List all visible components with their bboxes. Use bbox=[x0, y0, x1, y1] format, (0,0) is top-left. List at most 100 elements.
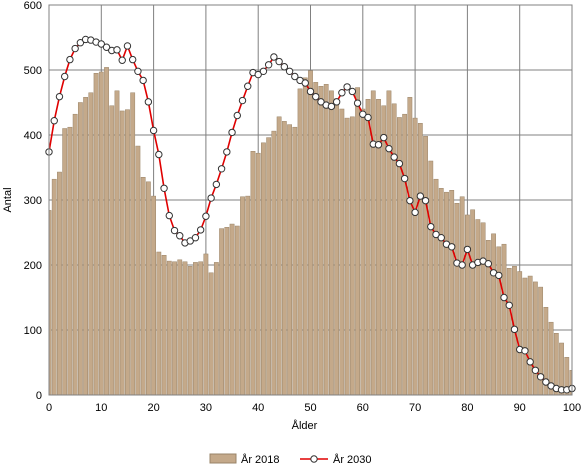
legend-label-2018: År 2018 bbox=[241, 453, 280, 466]
y-tick-label: 300 bbox=[24, 195, 42, 207]
line-point bbox=[134, 67, 142, 76]
bar bbox=[365, 99, 371, 396]
bar bbox=[114, 90, 120, 396]
bar bbox=[470, 209, 476, 396]
bar bbox=[339, 108, 345, 396]
line-point bbox=[390, 153, 398, 161]
legend-marker-2030 bbox=[310, 455, 318, 463]
line-point bbox=[280, 63, 289, 71]
bar bbox=[213, 262, 219, 396]
line-point bbox=[155, 150, 163, 159]
bar bbox=[281, 121, 287, 396]
bar bbox=[261, 142, 266, 396]
line-point bbox=[71, 44, 79, 53]
line-point bbox=[306, 87, 315, 96]
bar bbox=[402, 113, 408, 396]
bar bbox=[161, 255, 167, 396]
x-axis-ticks: 0 10 20 30 40 50 60 70 80 90 100 bbox=[46, 402, 581, 414]
bar bbox=[292, 126, 298, 396]
bar bbox=[532, 281, 538, 396]
line-point bbox=[521, 347, 529, 355]
line-point bbox=[427, 222, 435, 231]
line-point bbox=[60, 72, 69, 81]
bar bbox=[344, 117, 350, 396]
line-point bbox=[254, 70, 262, 79]
line-point bbox=[202, 212, 210, 220]
line-point bbox=[484, 260, 493, 268]
bar bbox=[198, 261, 204, 396]
y-tick-label: 100 bbox=[24, 325, 42, 337]
bar bbox=[334, 98, 340, 396]
y-tick-label: 600 bbox=[24, 0, 42, 12]
line-point bbox=[212, 180, 221, 189]
bar bbox=[98, 71, 104, 396]
line-point bbox=[66, 55, 74, 64]
bar bbox=[130, 92, 136, 396]
line-point bbox=[406, 196, 414, 205]
line-point bbox=[76, 39, 85, 47]
bar bbox=[297, 88, 303, 396]
line-point bbox=[102, 43, 111, 51]
x-tick-label: 70 bbox=[409, 402, 421, 414]
bar bbox=[433, 178, 439, 396]
line-point bbox=[400, 174, 409, 183]
line-point bbox=[149, 126, 158, 135]
line-point bbox=[495, 271, 503, 280]
line-point bbox=[191, 234, 200, 242]
bar bbox=[287, 124, 292, 396]
line-point bbox=[264, 61, 273, 69]
line-point bbox=[176, 232, 184, 240]
bar bbox=[151, 195, 156, 396]
bar bbox=[166, 260, 172, 396]
line-point bbox=[228, 128, 236, 137]
line-point bbox=[505, 301, 513, 309]
bar bbox=[423, 136, 428, 396]
y-tick-label: 400 bbox=[24, 130, 42, 142]
bar bbox=[465, 214, 470, 396]
bar bbox=[417, 123, 423, 396]
line-point bbox=[332, 98, 341, 106]
bar bbox=[72, 113, 78, 396]
bar bbox=[240, 196, 245, 396]
bar bbox=[104, 67, 109, 396]
line-point bbox=[531, 366, 540, 374]
y-axis-title: Antal bbox=[2, 187, 14, 212]
line-point bbox=[395, 159, 404, 168]
line-point bbox=[421, 196, 430, 205]
bar bbox=[386, 90, 392, 396]
line-point bbox=[139, 76, 147, 85]
bar bbox=[527, 275, 533, 396]
line-point bbox=[510, 325, 519, 334]
line-point bbox=[385, 144, 393, 153]
line-point bbox=[301, 79, 309, 87]
line-point bbox=[526, 358, 534, 366]
line-point bbox=[448, 243, 456, 251]
bar bbox=[271, 130, 277, 396]
bar bbox=[506, 268, 512, 396]
bar bbox=[349, 116, 355, 396]
bar bbox=[428, 160, 434, 396]
markers-series-2030 bbox=[45, 35, 576, 394]
line-point bbox=[55, 92, 64, 101]
x-tick-label: 90 bbox=[514, 402, 526, 414]
line-point bbox=[97, 40, 106, 48]
bar bbox=[517, 271, 523, 396]
line-point bbox=[359, 110, 367, 118]
bar bbox=[438, 188, 444, 396]
bar bbox=[360, 108, 366, 396]
bar bbox=[480, 222, 486, 396]
bar bbox=[182, 261, 188, 396]
x-tick-label: 10 bbox=[95, 402, 107, 414]
bar bbox=[444, 191, 449, 396]
bar bbox=[88, 92, 94, 396]
line-point bbox=[416, 192, 425, 200]
line-point bbox=[238, 96, 247, 105]
legend: År 2018 År 2030 bbox=[209, 453, 372, 466]
line-point bbox=[353, 99, 362, 107]
x-tick-label: 100 bbox=[563, 402, 581, 414]
bar bbox=[355, 87, 360, 396]
bar bbox=[145, 181, 151, 396]
bar bbox=[51, 178, 57, 396]
line-point bbox=[275, 57, 283, 66]
